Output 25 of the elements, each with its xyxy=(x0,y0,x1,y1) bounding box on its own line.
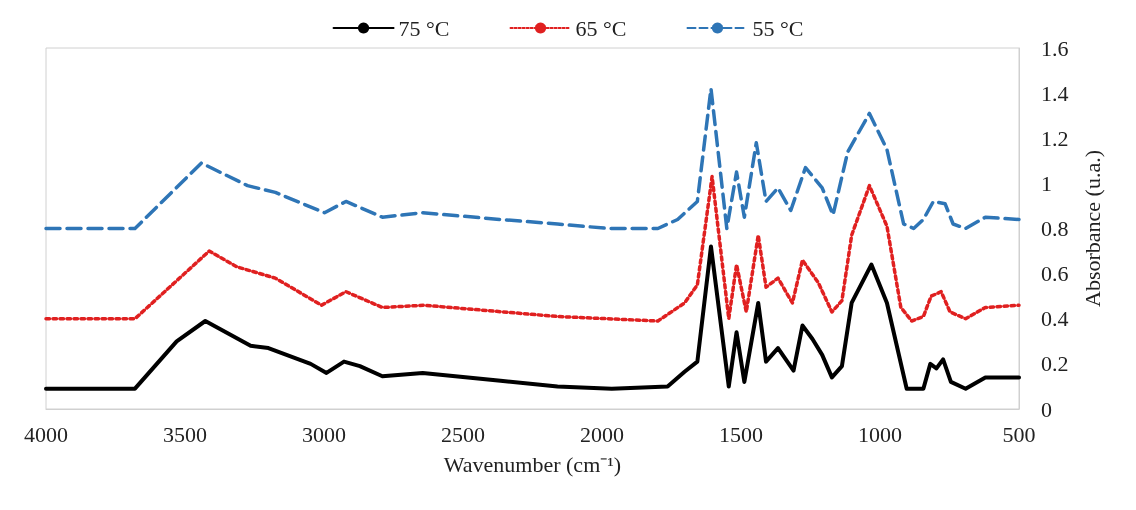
x-tick-label: 3500 xyxy=(163,421,207,447)
y-tick-label: 0.4 xyxy=(1041,306,1069,332)
line-series xyxy=(44,174,1021,323)
x-tick-label: 500 xyxy=(1002,421,1036,447)
y-tick-label: 1.4 xyxy=(1041,80,1069,106)
x-tick-label: 2000 xyxy=(580,421,624,447)
x-tick-label: 4000 xyxy=(24,421,68,447)
y-tick-label: 1.6 xyxy=(1041,35,1069,61)
legend-label: 55 °C xyxy=(752,15,804,41)
y-tick-label: 1 xyxy=(1041,170,1052,196)
x-tick-label: 1500 xyxy=(719,421,763,447)
legend-label: 75 °C xyxy=(398,15,450,41)
line-series xyxy=(44,244,1021,391)
x-tick-label: 2500 xyxy=(441,421,485,447)
legend-label: 65 °C xyxy=(575,15,627,41)
line-series xyxy=(44,86,1021,231)
x-tick-label: 3000 xyxy=(302,421,346,447)
y-tick-label: 0.2 xyxy=(1041,351,1069,377)
y-tick-label: 1.2 xyxy=(1041,125,1069,151)
y-tick-label: 0.6 xyxy=(1041,261,1069,287)
y-tick-label: 0 xyxy=(1041,396,1052,422)
y-tick-label: 0.8 xyxy=(1041,216,1069,241)
x-axis-title: Wavenumber (cm⁻¹) xyxy=(443,451,622,477)
x-tick-label: 1000 xyxy=(858,421,902,447)
y-axis-title: Absorbance (u.a.) xyxy=(1079,150,1105,307)
